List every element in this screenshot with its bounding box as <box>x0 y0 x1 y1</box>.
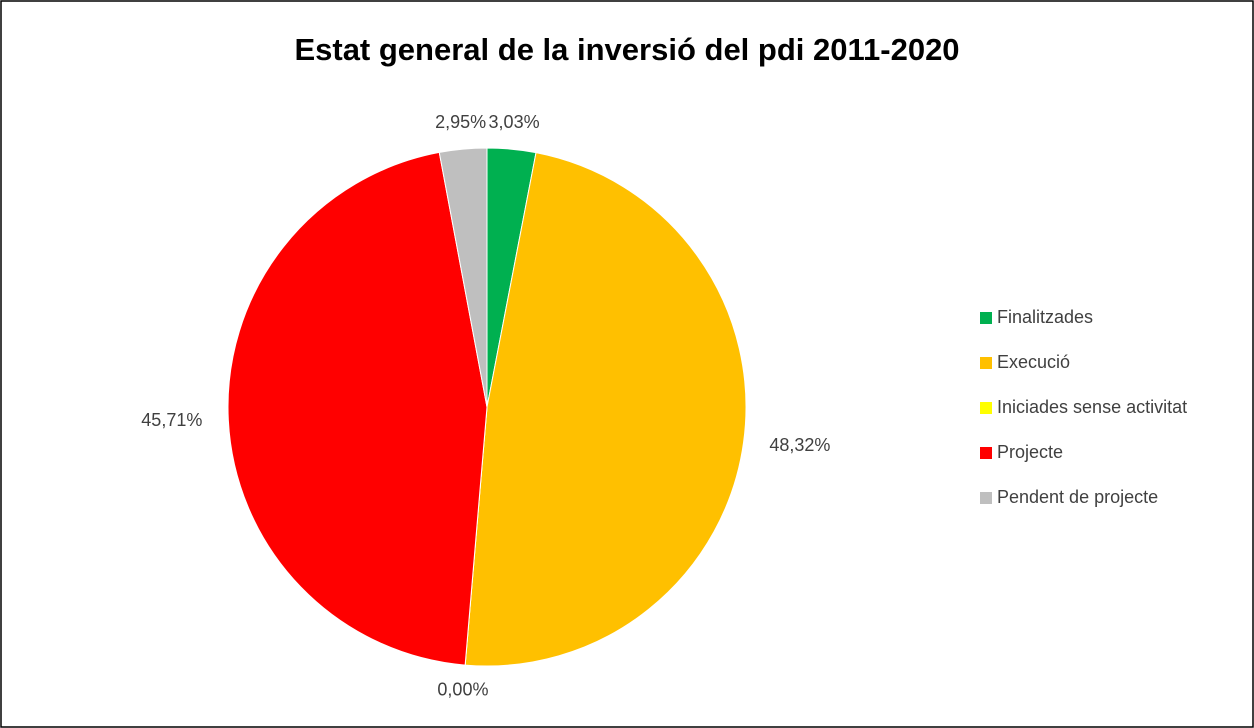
legend-swatch <box>980 312 992 324</box>
legend-label: Projecte <box>997 442 1063 462</box>
pie-slice <box>438 147 488 408</box>
pie-slice <box>464 152 747 667</box>
data-label: 2,95% <box>435 112 486 132</box>
legend-swatch <box>980 402 992 414</box>
pie-slice <box>227 151 488 666</box>
legend-label: Pendent de projecte <box>997 487 1158 507</box>
data-label: 3,03% <box>489 112 540 132</box>
legend-label: Finalitzades <box>997 307 1093 327</box>
data-label: 45,71% <box>141 410 202 430</box>
chart-title: Estat general de la inversió del pdi 201… <box>294 32 959 67</box>
data-label: 0,00% <box>437 680 488 700</box>
legend-label: Execució <box>997 352 1070 372</box>
legend-swatch <box>980 357 992 369</box>
data-label: 48,32% <box>769 435 830 455</box>
legend-label: Iniciades sense activitat <box>997 397 1187 417</box>
legend-swatch <box>980 492 992 504</box>
legend-swatch <box>980 447 992 459</box>
